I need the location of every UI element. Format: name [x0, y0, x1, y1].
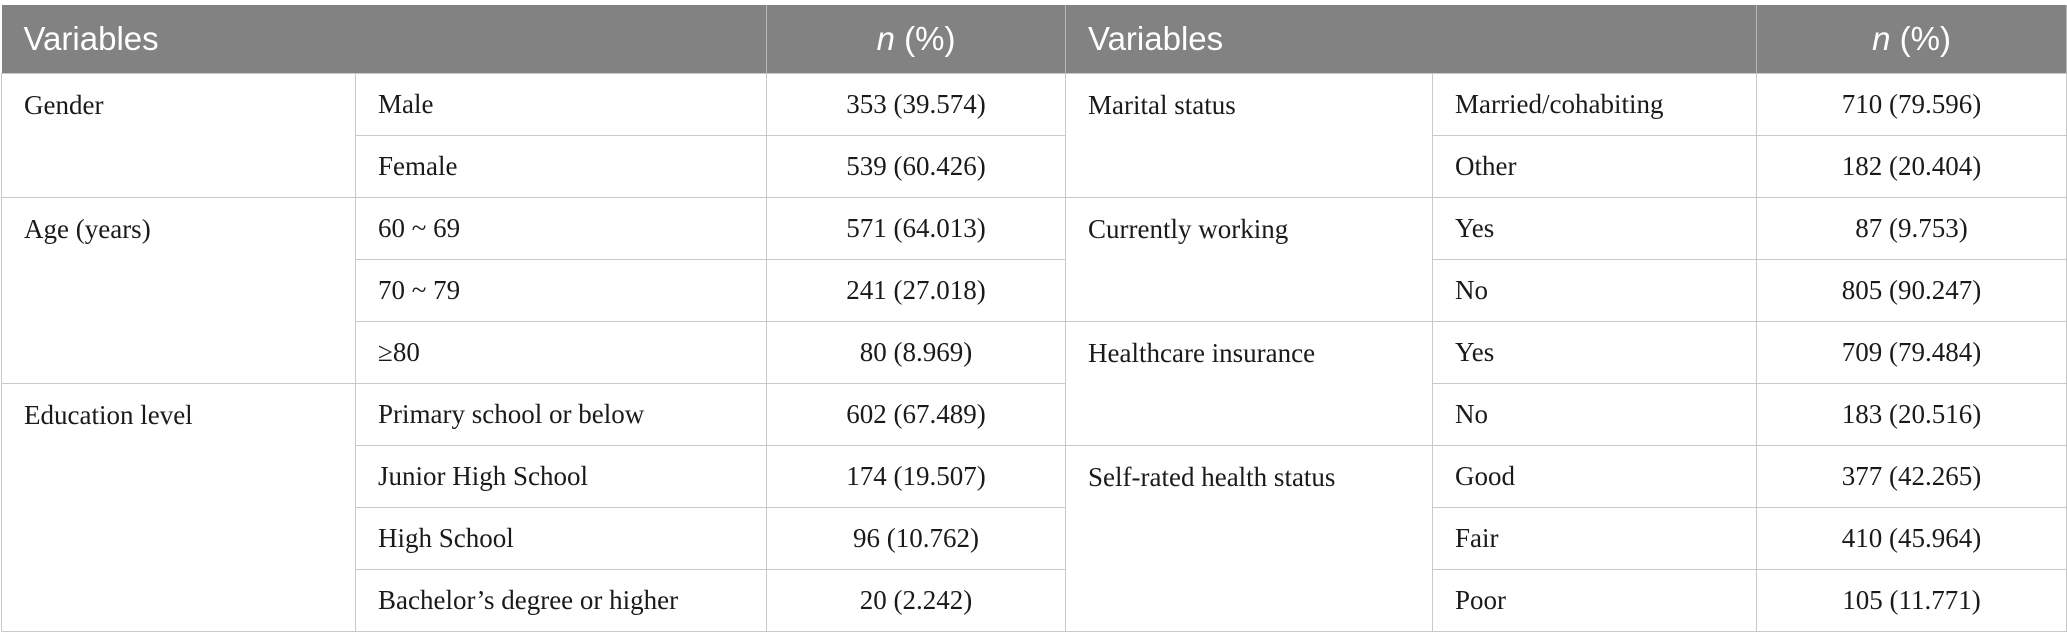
- category-cell: Fair: [1432, 507, 1758, 570]
- variable-label-healthcare-insurance: Healthcare insurance: [1065, 321, 1434, 446]
- header-pct-right: (%): [1890, 20, 1951, 57]
- table-row: Education level Primary school or below …: [1, 383, 2067, 632]
- value-cell: 602 (67.489): [766, 383, 1067, 446]
- table-row: Bachelor’s degree or higher 20 (2.242) P…: [2, 569, 2067, 632]
- category-cell: Yes: [1432, 321, 1758, 384]
- variable-label-marital-status: Marital status: [1065, 73, 1434, 198]
- category-cell: No: [1432, 383, 1758, 446]
- category-cell: 70 ~ 79: [354, 259, 768, 322]
- value-cell: 805 (90.247): [1756, 259, 2067, 322]
- value-cell: 241 (27.018): [766, 259, 1067, 322]
- category-cell: Married/cohabiting: [1432, 73, 1758, 136]
- variable-label-currently-working: Currently working: [1065, 197, 1434, 322]
- header-n-right: n: [1872, 20, 1891, 57]
- value-cell: 709 (79.484): [1756, 321, 2067, 384]
- table-row: High School 96 (10.762) Fair 410 (45.964…: [2, 507, 2067, 570]
- value-cell: 410 (45.964): [1756, 507, 2067, 570]
- value-cell: 183 (20.516): [1756, 383, 2067, 446]
- demographics-table: Variables n (%) Variables n (%) Gender M…: [1, 5, 2067, 632]
- variable-label-education-level: Education level: [1, 383, 356, 632]
- variable-label-gender: Gender: [1, 73, 356, 198]
- header-n-percent-right: n (%): [1756, 5, 2067, 74]
- table-row: Gender Male 353 (39.574) Marital status …: [1, 73, 2067, 198]
- value-cell: 87 (9.753): [1756, 197, 2067, 260]
- header-pct-left: (%): [894, 20, 956, 57]
- header-n-left: n: [876, 20, 895, 57]
- value-cell: 571 (64.013): [766, 197, 1067, 260]
- category-cell: Poor: [1432, 569, 1758, 632]
- value-cell: 174 (19.507): [766, 445, 1067, 508]
- category-cell: Junior High School: [354, 445, 768, 508]
- header-n-percent-left: n (%): [766, 5, 1067, 74]
- header-variables-right: Variables: [1065, 5, 1758, 74]
- table-row: Junior High School 174 (19.507) Self-rat…: [2, 445, 2067, 632]
- value-cell: 96 (10.762): [766, 507, 1067, 570]
- category-cell: 60 ~ 69: [354, 197, 768, 260]
- category-cell: High School: [354, 507, 768, 570]
- value-cell: 105 (11.771): [1756, 569, 2067, 632]
- category-cell: Yes: [1432, 197, 1758, 260]
- value-cell: 182 (20.404): [1756, 135, 2067, 198]
- variable-label-age: Age (years): [1, 197, 356, 384]
- value-cell: 353 (39.574): [766, 73, 1067, 136]
- category-cell: Female: [354, 135, 768, 198]
- category-cell: Good: [1432, 445, 1758, 508]
- value-cell: 20 (2.242): [766, 569, 1067, 632]
- header-variables-left: Variables: [1, 5, 768, 74]
- table-row: Age (years) 60 ~ 69 571 (64.013) Current…: [1, 197, 2067, 384]
- category-cell: Primary school or below: [354, 383, 768, 446]
- category-cell: Other: [1432, 135, 1758, 198]
- category-cell: Bachelor’s degree or higher: [354, 569, 768, 632]
- category-cell: No: [1432, 259, 1758, 322]
- variable-label-self-rated-health: Self-rated health status: [1065, 445, 1434, 632]
- value-cell: 539 (60.426): [766, 135, 1067, 198]
- header-row: Variables n (%) Variables n (%): [1, 5, 2067, 74]
- value-cell: 80 (8.969): [766, 321, 1067, 384]
- category-cell: Male: [354, 73, 768, 136]
- table-row: ≥80 80 (8.969) Healthcare insurance Yes …: [2, 321, 2067, 446]
- value-cell: 710 (79.596): [1756, 73, 2067, 136]
- category-cell: ≥80: [354, 321, 768, 384]
- value-cell: 377 (42.265): [1756, 445, 2067, 508]
